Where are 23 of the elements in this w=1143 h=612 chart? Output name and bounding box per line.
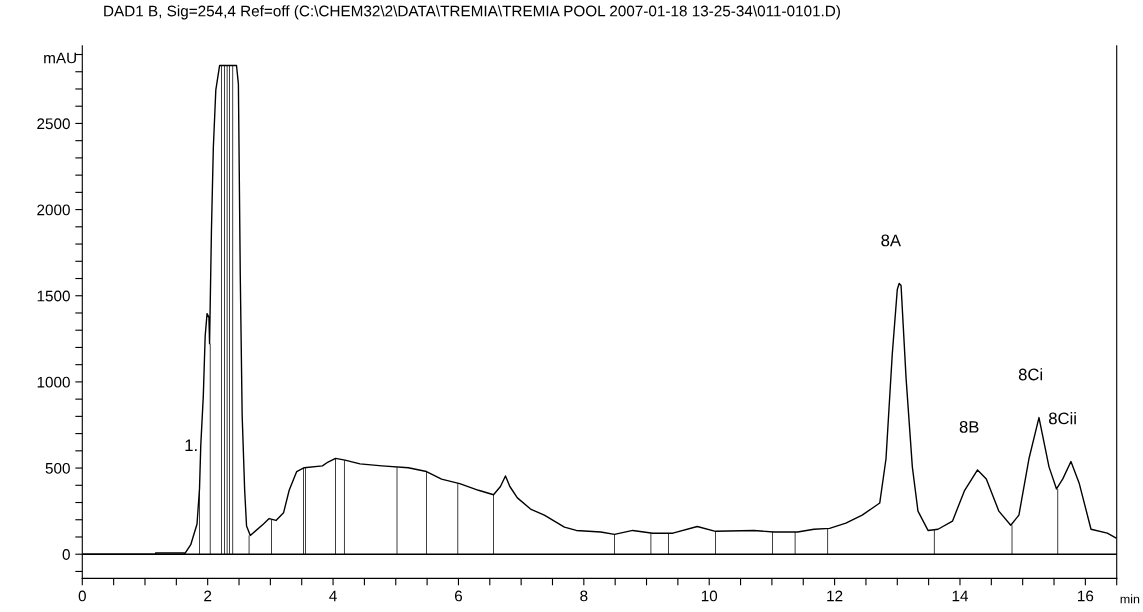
annotation: 8Cii <box>1048 412 1076 425</box>
annotation: 8A <box>881 234 901 247</box>
y-tick-label: 2000 <box>37 204 70 216</box>
x-tick-label: 8 <box>580 590 588 602</box>
x-tick-label: 6 <box>454 590 463 602</box>
x-tick-label: 10 <box>701 590 718 602</box>
y-tick-label: 2500 <box>37 118 70 130</box>
annotation: 1. <box>185 439 197 452</box>
x-tick-label: 12 <box>827 590 843 602</box>
y-axis-title: mAU <box>44 52 76 64</box>
annotation: 8B <box>959 420 979 433</box>
y-tick-label: 1000 <box>37 376 70 388</box>
x-tick-label: 0 <box>78 590 86 602</box>
x-tick-label: 2 <box>204 590 212 602</box>
y-tick-label: 1500 <box>37 290 70 302</box>
chart-title: DAD1 B, Sig=254,4 Ref=off (C:\CHEM32\2\DATA\TREMIA\TREMIA POOL 2007-01-18 13-25-34\011-0101.D) <box>104 5 840 20</box>
y-tick-label: 0 <box>62 549 70 560</box>
annotation: 8Ci <box>1018 368 1043 381</box>
x-tick-label: 16 <box>1078 590 1094 602</box>
y-tick-label: 500 <box>45 462 70 474</box>
x-axis-title: min <box>1120 594 1140 604</box>
x-tick-label: 14 <box>952 590 969 602</box>
x-tick-label: 4 <box>329 590 337 602</box>
